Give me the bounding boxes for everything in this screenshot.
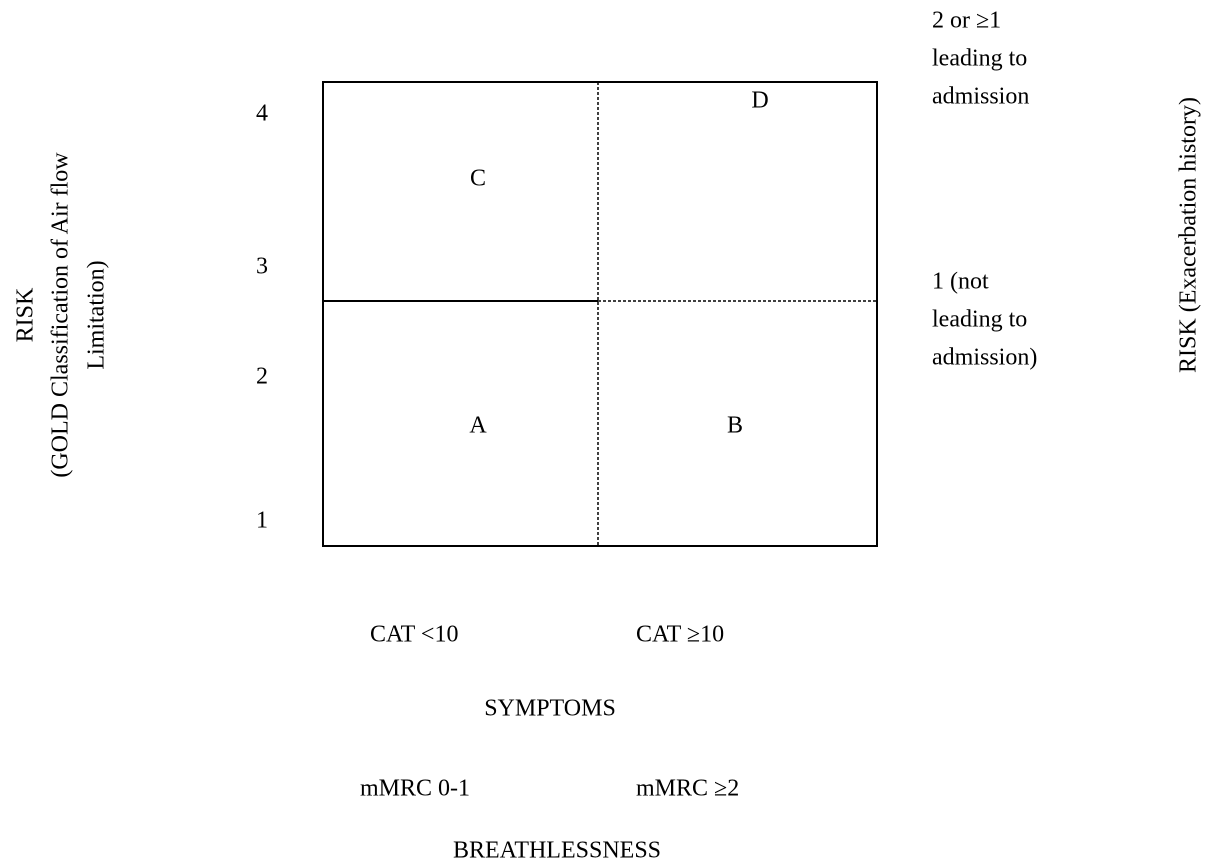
symptoms-label: CAT ≥10 xyxy=(636,622,724,648)
level-label: 4 xyxy=(256,101,268,127)
exacerbation-lower: admission) xyxy=(932,345,1037,371)
level-label: 2 xyxy=(256,364,268,390)
quadrant-label: B xyxy=(727,413,743,439)
breathlessness-title: BREATHLESSNESS xyxy=(453,838,661,864)
exacerbation-upper: admission xyxy=(932,84,1029,110)
quadrant-label: C xyxy=(470,166,486,192)
right-axis-title: RISK (Exacerbation history) xyxy=(1176,97,1202,373)
quadrant-label: A xyxy=(469,413,487,439)
symptoms-label: CAT <10 xyxy=(370,622,458,648)
level-label: 3 xyxy=(256,254,268,280)
left-axis-title: RISK xyxy=(13,287,39,342)
quadrant-box xyxy=(322,81,878,547)
level-label: 1 xyxy=(256,508,268,534)
quadrant-label: D xyxy=(751,88,768,114)
exacerbation-upper: 2 or ≥1 xyxy=(932,8,1001,34)
symptoms-title: SYMPTOMS xyxy=(484,696,616,722)
exacerbation-lower: 1 (not xyxy=(932,269,989,295)
left-axis-title: Limitation) xyxy=(84,260,110,369)
breathlessness-label: mMRC ≥2 xyxy=(636,776,739,802)
left-axis-title: (GOLD Classification of Air flow xyxy=(48,152,74,478)
breathlessness-label: mMRC 0-1 xyxy=(360,776,470,802)
exacerbation-lower: leading to xyxy=(932,307,1027,333)
exacerbation-upper: leading to xyxy=(932,46,1027,72)
